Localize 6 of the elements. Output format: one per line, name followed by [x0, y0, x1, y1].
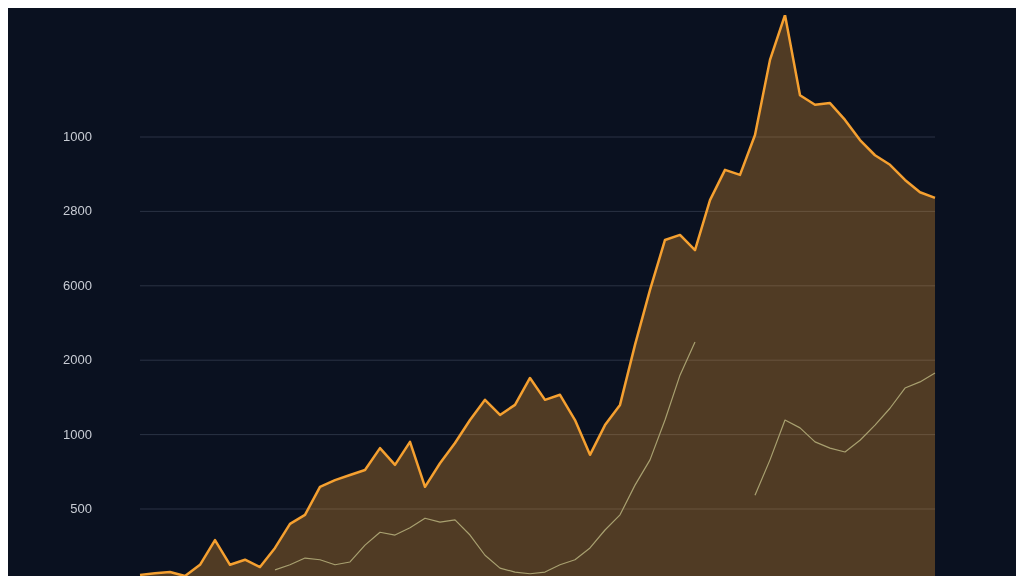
text: 2800 [62, 203, 92, 219]
text: 500 [69, 501, 92, 516]
text: 2000 [62, 352, 92, 368]
text: 1000 [62, 426, 92, 442]
text: 6000 [62, 277, 92, 293]
text: 1000 [62, 129, 92, 144]
